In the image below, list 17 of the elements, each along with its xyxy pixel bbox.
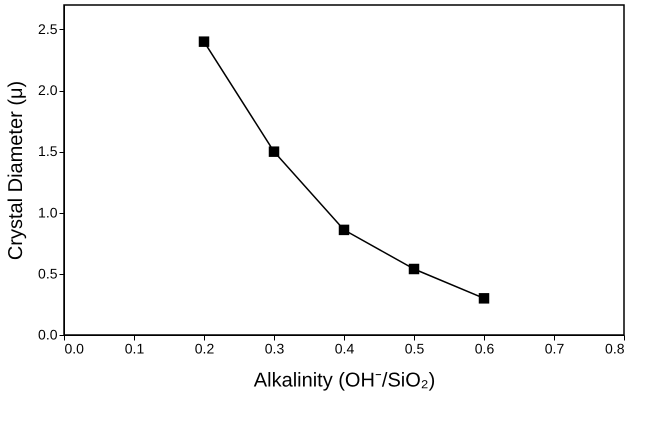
y-tick-label: 2.0 [38,82,58,98]
x-tick-label: 0.4 [334,340,354,356]
x-tick-label: 0.0 [64,340,84,356]
x-tick-label: 0.8 [605,340,625,356]
x-tick-label: 0.7 [544,340,564,356]
y-tick-label: 2.5 [38,20,58,37]
y-tick-label: 0.0 [38,326,58,342]
x-axis-title: Alkalinity (OH⁻/SiO₂) [254,370,436,392]
y-tick-label: 1.0 [38,204,58,220]
x-tick-label: 0.2 [194,340,214,356]
x-tick-label: 0.6 [474,340,494,356]
y-tick-label: 0.5 [38,265,58,282]
y-tick-label: 1.5 [38,143,58,160]
x-tick-label: 0.5 [404,340,424,356]
y-axis-title: Crystal Diameter (μ) [5,80,28,260]
x-tick-label: 0.1 [124,340,144,356]
x-tick-label: 0.3 [264,340,284,356]
